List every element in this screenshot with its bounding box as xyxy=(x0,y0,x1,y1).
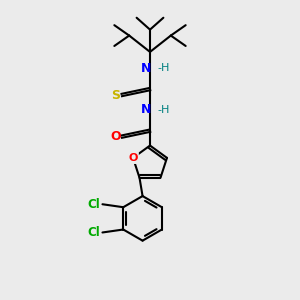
Text: N: N xyxy=(141,103,152,116)
Text: -H: -H xyxy=(158,105,170,115)
Text: O: O xyxy=(110,130,121,143)
Text: Cl: Cl xyxy=(88,226,100,239)
Text: Cl: Cl xyxy=(88,198,100,211)
Text: O: O xyxy=(128,153,138,163)
Text: S: S xyxy=(111,88,120,101)
Text: N: N xyxy=(141,62,152,75)
Text: -H: -H xyxy=(158,63,170,73)
